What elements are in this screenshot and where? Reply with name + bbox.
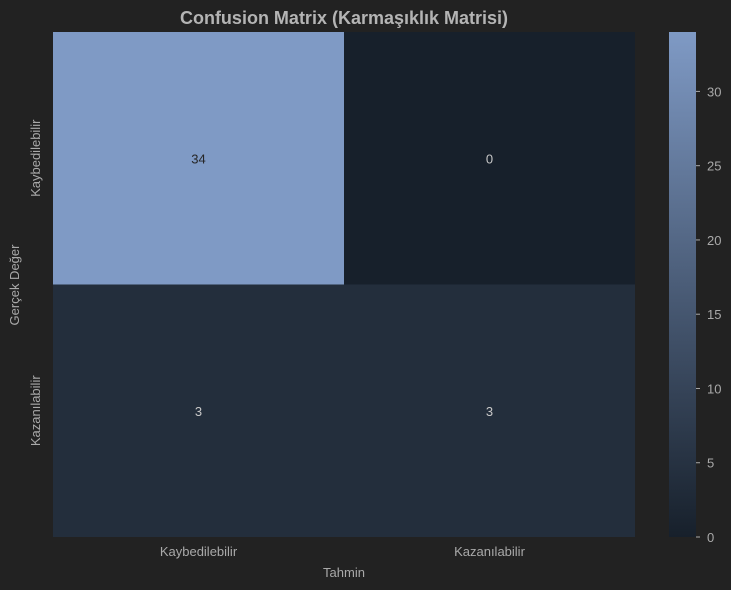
colorbar-tick-label-6: 30	[707, 84, 721, 99]
colorbar-tick-label-3: 15	[707, 307, 721, 322]
chart-title: Confusion Matrix (Karmaşıklık Matrisi)	[180, 8, 508, 28]
y-tick-labels: Kaybedilebilir Kazanılabilir	[28, 119, 43, 446]
heatmap-cell-r1-c0	[53, 284, 344, 537]
heatmap-cell-labels: 34 0 3 3	[191, 151, 493, 419]
x-tick-label-0: Kaybedilebilir	[160, 544, 238, 559]
heatmap-cell-r0-c1	[344, 32, 635, 285]
heatmap-cell-r1-c1	[344, 284, 635, 537]
cell-value-label-r1-c1: 3	[486, 404, 493, 419]
cell-value-label-r1-c0: 3	[195, 404, 202, 419]
colorbar-tick-label-0: 0	[707, 530, 714, 545]
colorbar-tick-label-5: 25	[707, 159, 721, 174]
x-axis-label: Tahmin	[323, 565, 365, 580]
colorbar	[669, 32, 696, 537]
y-axis-label: Gerçek Değer	[7, 244, 22, 326]
cell-value-label-r0-c1: 0	[486, 151, 493, 166]
colorbar-tick-label-4: 20	[707, 233, 721, 248]
colorbar-tick-label-1: 5	[707, 456, 714, 471]
x-tick-label-1: Kazanılabilir	[454, 544, 525, 559]
colorbar-ticks: 0 5 10 15 20 25 30	[696, 84, 721, 545]
y-tick-label-0: Kaybedilebilir	[28, 119, 43, 197]
heatmap-cells	[53, 32, 635, 537]
colorbar-tick-label-2: 10	[707, 381, 721, 396]
x-tick-labels: Kaybedilebilir Kazanılabilir	[160, 544, 526, 559]
heatmap-cell-r0-c0	[53, 32, 344, 285]
y-tick-label-1: Kazanılabilir	[28, 375, 43, 446]
cell-value-label-r0-c0: 34	[191, 151, 205, 166]
